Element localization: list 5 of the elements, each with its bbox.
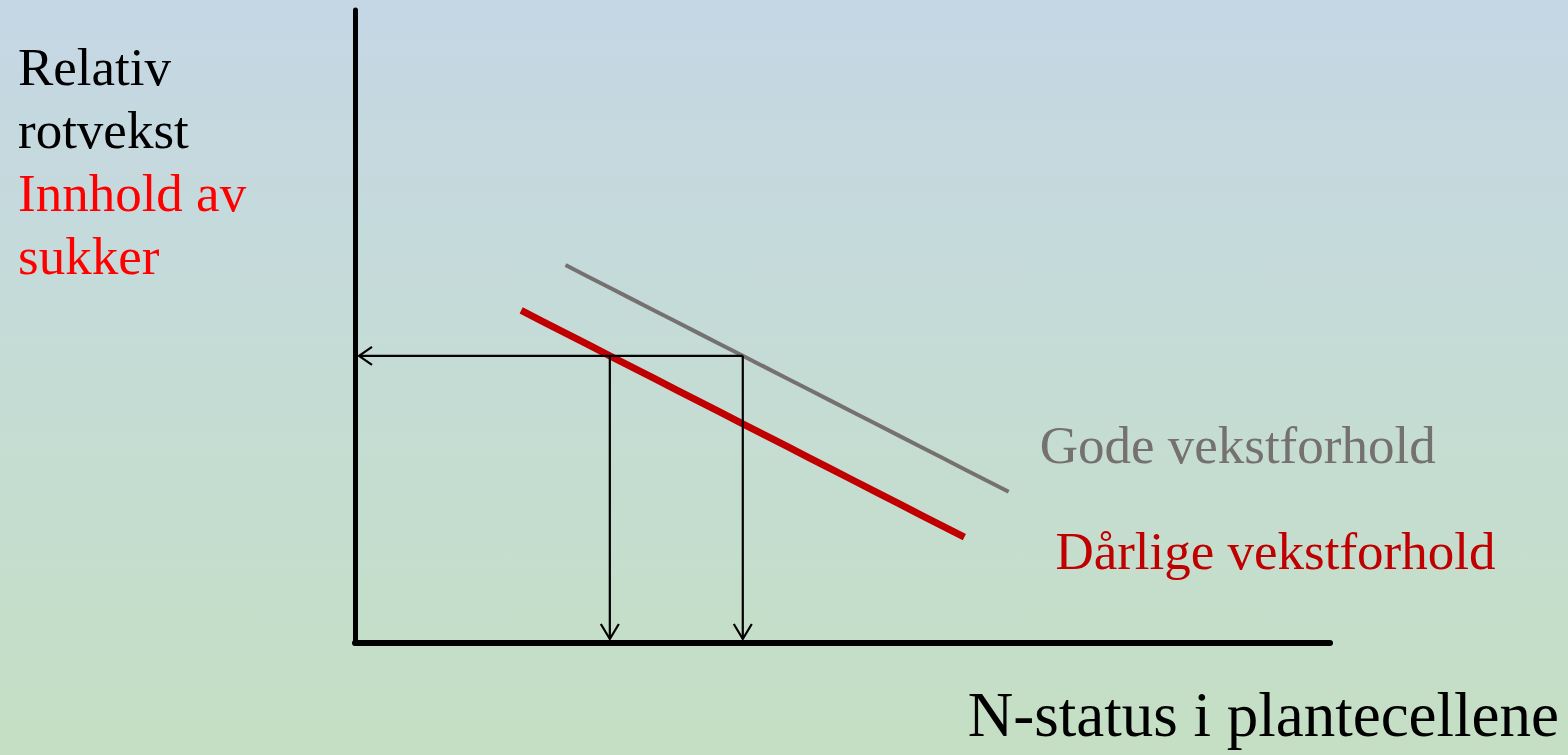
- series-label: Dårlige vekstforhold: [1055, 522, 1496, 581]
- text: Innhold av sukker: [18, 163, 248, 287]
- y-axis-title: Relativ rotvekst: [18, 37, 190, 161]
- x-axis-title: N-status i plantecellene: [967, 680, 1559, 750]
- series-label: Gode vekstforhold: [1039, 415, 1436, 474]
